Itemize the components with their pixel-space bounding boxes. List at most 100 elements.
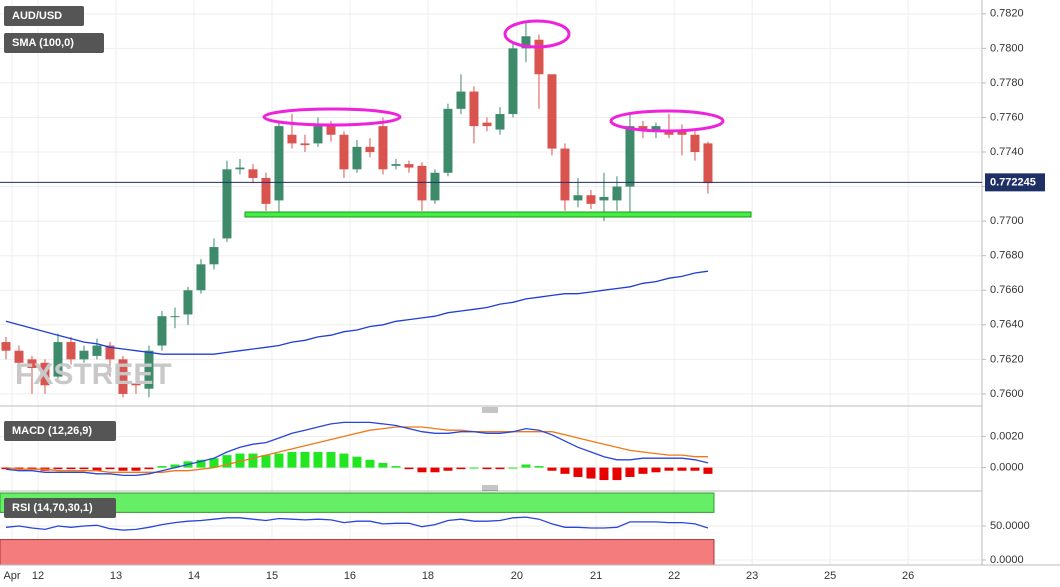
histogram-bar <box>469 467 479 469</box>
y-tick-label: 50.0000 <box>990 520 1030 532</box>
candle-body <box>690 134 700 153</box>
histogram-bar <box>625 467 635 477</box>
candle-body <box>391 164 401 166</box>
histogram-bar <box>261 455 271 468</box>
top-marker <box>503 19 571 49</box>
candle-body <box>404 164 414 168</box>
candle-body <box>586 195 596 204</box>
y-tick-label: 0.7680 <box>990 250 1024 262</box>
histogram-bar <box>352 456 362 468</box>
histogram-bar <box>131 467 141 471</box>
y-tick-label: 0.0000 <box>990 554 1024 566</box>
candle-body <box>248 169 258 178</box>
candle-body <box>326 126 336 135</box>
histogram-bar <box>664 467 674 471</box>
x-tick-label: 22 <box>668 570 680 582</box>
histogram-bar <box>222 455 232 468</box>
histogram-bar <box>196 459 206 468</box>
histogram-bar <box>170 464 180 468</box>
y-tick-label: 0.7820 <box>990 8 1024 20</box>
last-price-label: 0.772245 <box>990 176 1036 188</box>
candle-body <box>1 342 11 351</box>
candle-body <box>534 39 544 75</box>
candle-body <box>508 48 518 115</box>
candle-body <box>560 148 570 201</box>
histogram-bar <box>66 467 76 470</box>
candle-body <box>274 126 284 201</box>
histogram-bar <box>456 467 466 470</box>
histogram-bar <box>599 467 609 481</box>
candle-body <box>66 342 76 360</box>
overbought-zone <box>0 492 715 513</box>
candle-body <box>183 290 193 315</box>
top-marker <box>262 107 402 127</box>
histogram-bar <box>92 467 102 471</box>
plot <box>1 22 713 531</box>
candle-body <box>612 186 622 201</box>
y-tick-label: 0.7740 <box>990 146 1024 158</box>
histogram-bar <box>417 467 427 473</box>
y-tick-label: 0.7640 <box>990 319 1024 331</box>
candle-body <box>105 345 115 360</box>
candle-body <box>144 350 154 389</box>
histogram-bar <box>547 467 557 471</box>
candle-body <box>547 74 557 149</box>
histogram-bar <box>560 467 570 474</box>
histogram-bar <box>157 466 167 468</box>
histogram-bar <box>235 453 245 468</box>
histogram-bar <box>79 467 89 470</box>
candle-body <box>92 345 102 356</box>
histogram-bar <box>209 458 219 468</box>
histogram-bar <box>313 452 323 468</box>
histogram-bar <box>27 467 37 470</box>
histogram-bar <box>677 467 687 471</box>
histogram-bar <box>612 467 622 481</box>
candle-body <box>235 167 245 170</box>
x-tick-label: 26 <box>902 570 914 582</box>
y-tick-label: 0.7780 <box>990 77 1024 89</box>
candle-body <box>625 126 635 187</box>
candle-body <box>209 247 219 265</box>
histogram-bar <box>534 466 544 468</box>
candle-body <box>339 134 349 170</box>
y-tick-label: 0.7660 <box>990 284 1024 296</box>
candle-body <box>378 126 388 170</box>
candle-body <box>651 126 661 132</box>
x-tick-label: 23 <box>746 570 758 582</box>
histogram-bar <box>638 467 648 474</box>
macd-label: MACD (12,26,9) <box>12 425 92 437</box>
oversold-zone <box>0 539 715 566</box>
signal-line <box>5 426 708 473</box>
histogram-bar <box>53 467 63 470</box>
candle-body <box>521 36 531 49</box>
candle-body <box>53 342 63 377</box>
candle-body <box>638 126 648 130</box>
histogram-bar <box>274 453 284 468</box>
rsi-label: RSI (14,70,30,1) <box>12 502 93 514</box>
histogram-bar <box>586 467 596 479</box>
y-tick-label: 0.7760 <box>990 111 1024 123</box>
candle-body <box>365 146 375 153</box>
histogram-bar <box>287 452 297 468</box>
histogram-bar <box>144 467 154 470</box>
x-tick-label: 16 <box>344 570 356 582</box>
x-tick-label: 15 <box>266 570 278 582</box>
histogram-bar <box>703 467 713 474</box>
candle-body <box>677 131 687 135</box>
top-marker <box>609 109 725 133</box>
x-tick-label: 12 <box>32 570 44 582</box>
candle-body <box>443 108 453 173</box>
histogram-bar <box>326 452 336 468</box>
x-tick-label: 18 <box>422 570 434 582</box>
y-tick-label: 0.0020 <box>990 430 1024 442</box>
x-tick-label: 21 <box>590 570 602 582</box>
candle-body <box>313 126 323 144</box>
watermark: FXSTREET <box>15 358 172 391</box>
histogram-bar <box>690 467 700 471</box>
histogram-bar <box>482 467 492 470</box>
x-tick-label: 13 <box>110 570 122 582</box>
last-price-box <box>985 173 1045 192</box>
candle-body <box>131 383 141 386</box>
y-tick-label: 0.7800 <box>990 42 1024 54</box>
